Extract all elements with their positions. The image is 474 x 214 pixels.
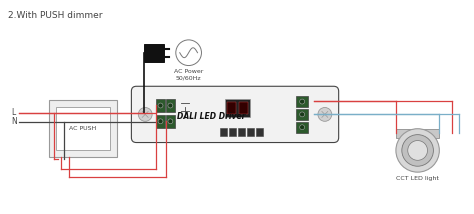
FancyBboxPatch shape (156, 99, 165, 112)
FancyBboxPatch shape (229, 128, 236, 136)
FancyBboxPatch shape (56, 107, 109, 150)
FancyBboxPatch shape (49, 100, 117, 157)
Circle shape (318, 107, 332, 121)
FancyBboxPatch shape (296, 109, 308, 120)
Circle shape (138, 107, 152, 121)
FancyBboxPatch shape (238, 128, 245, 136)
Text: L: L (11, 108, 15, 117)
Text: DALI LED Driver: DALI LED Driver (177, 112, 246, 121)
FancyBboxPatch shape (296, 96, 308, 107)
Text: AC Power
50/60Hz: AC Power 50/60Hz (174, 70, 203, 80)
FancyBboxPatch shape (166, 115, 175, 128)
FancyBboxPatch shape (256, 128, 263, 136)
Circle shape (168, 103, 173, 108)
Circle shape (396, 129, 439, 172)
Text: CCT LED light: CCT LED light (396, 176, 439, 181)
FancyBboxPatch shape (227, 102, 236, 114)
Text: N: N (11, 117, 17, 126)
FancyBboxPatch shape (156, 115, 165, 128)
Text: 2.With PUSH dimmer: 2.With PUSH dimmer (8, 11, 102, 20)
Circle shape (408, 141, 428, 160)
FancyBboxPatch shape (144, 44, 164, 62)
Circle shape (402, 135, 433, 166)
Circle shape (168, 119, 173, 124)
Circle shape (158, 103, 163, 108)
Text: AC PUSH: AC PUSH (69, 126, 97, 131)
FancyBboxPatch shape (396, 129, 439, 138)
FancyBboxPatch shape (247, 128, 254, 136)
Circle shape (158, 119, 163, 124)
FancyBboxPatch shape (225, 99, 250, 117)
Circle shape (300, 112, 305, 117)
FancyBboxPatch shape (239, 102, 248, 114)
FancyBboxPatch shape (220, 128, 227, 136)
FancyBboxPatch shape (166, 99, 175, 112)
Circle shape (176, 40, 201, 65)
FancyBboxPatch shape (296, 122, 308, 133)
FancyBboxPatch shape (131, 86, 338, 143)
Circle shape (300, 125, 305, 130)
Circle shape (300, 99, 305, 104)
